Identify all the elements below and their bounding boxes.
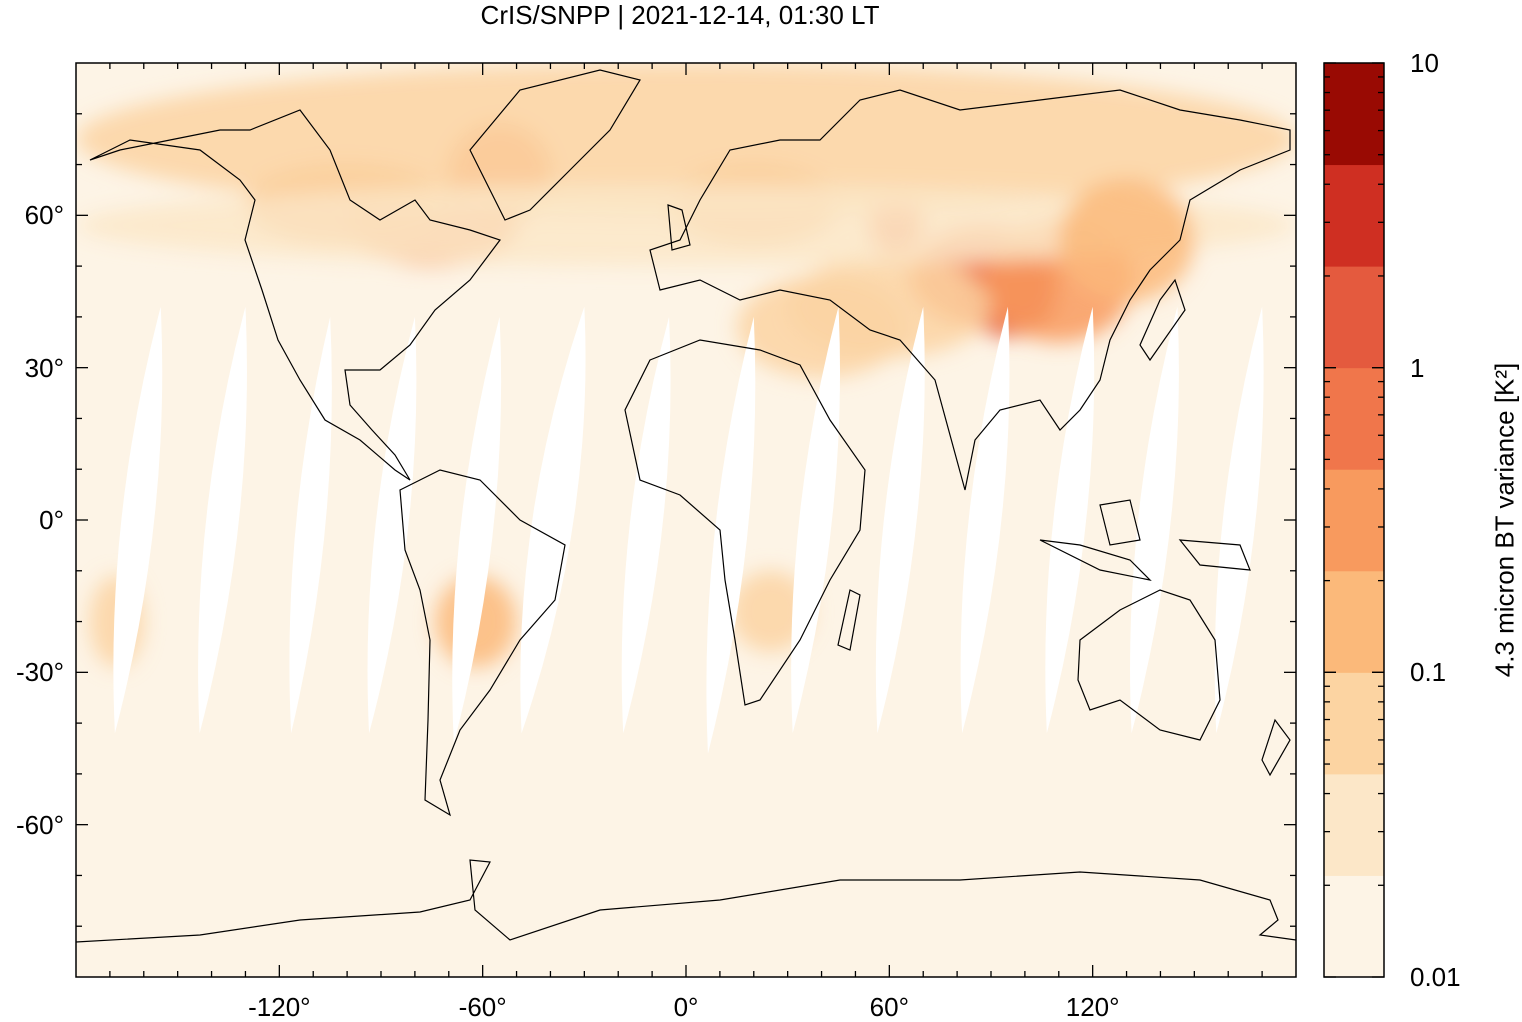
colorbar-tick-label: 0.1 <box>1410 657 1447 688</box>
swath-gap <box>875 306 925 734</box>
colorbar-segment <box>1324 773 1384 876</box>
swath-gap <box>113 306 163 734</box>
variance-hotspot <box>1058 179 1195 302</box>
variance-hotspot <box>76 63 1296 216</box>
axis-ticks <box>76 63 1296 977</box>
colorbar-tick-label: 0.01 <box>1410 962 1461 992</box>
swath-gap <box>1130 306 1179 734</box>
coastline-japan <box>1139 278 1186 362</box>
coastline-indonesia <box>1039 539 1152 581</box>
coastline-new-guinea <box>1178 539 1251 571</box>
variance-hotspot <box>787 255 991 358</box>
variance-hotspot <box>730 570 812 653</box>
colorbar-segment <box>1324 367 1384 470</box>
colorbar-tick-label: 10 <box>1410 48 1439 78</box>
colorbar-segment <box>1324 164 1384 267</box>
lon-tick-label: -120° <box>248 992 311 1022</box>
swath-gaps <box>113 306 1264 754</box>
coastline-africa <box>624 339 866 706</box>
lat-tick-label: 0° <box>39 505 64 535</box>
swath-gap <box>1045 306 1095 734</box>
coastline-south-america <box>399 469 566 817</box>
colorbar-tick-label: 1 <box>1410 352 1425 383</box>
swath-gap <box>452 316 502 744</box>
swath-gap <box>367 316 417 734</box>
lat-tick-label: 60° <box>24 200 64 231</box>
coastline-north-america <box>89 109 501 481</box>
lat-tick-label: -60° <box>16 809 64 840</box>
swath-gap <box>706 316 756 754</box>
swath-gap <box>198 306 247 734</box>
coastline-australia <box>1077 589 1221 741</box>
swath-gap <box>1214 306 1264 734</box>
lat-tick-label: 30° <box>24 352 64 383</box>
coastline-antarctica <box>76 859 1296 943</box>
lon-tick-label: 60° <box>869 992 909 1022</box>
colorbar <box>1324 63 1384 978</box>
coastline-new-zealand <box>1261 718 1291 777</box>
swath-gap <box>791 306 841 734</box>
coastline-greenland <box>469 69 641 221</box>
coastline-great-britain <box>667 204 691 251</box>
lon-tick-label: -60° <box>458 992 507 1022</box>
coastline-eurasia <box>649 89 1291 491</box>
coastline-madagascar <box>837 589 861 651</box>
lon-tick-label: 0° <box>673 992 699 1022</box>
lat-tick-label: -30° <box>16 657 64 688</box>
swath-gap <box>621 316 671 734</box>
colorbar-segment <box>1324 469 1384 572</box>
colorbar-ticks <box>1324 62 1384 978</box>
swath-gap <box>289 316 332 734</box>
colorbar-segment <box>1324 570 1384 673</box>
colorbar-segment <box>1324 672 1384 775</box>
swath-gap <box>520 306 586 734</box>
plot-title: CrIS/SNPP | 2021-12-14, 01:30 LT <box>480 0 880 30</box>
colorbar-segment <box>1324 875 1384 978</box>
colorbar-segment <box>1324 63 1384 166</box>
coastline-borneo <box>1099 499 1141 546</box>
lon-tick-label: 120° <box>1065 992 1120 1022</box>
colorbar-frame <box>1323 62 1385 978</box>
coastlines <box>76 69 1296 943</box>
colorbar-title: 4.3 micron BT variance [K²] <box>1489 362 1520 678</box>
colorbar-segment <box>1324 266 1384 369</box>
